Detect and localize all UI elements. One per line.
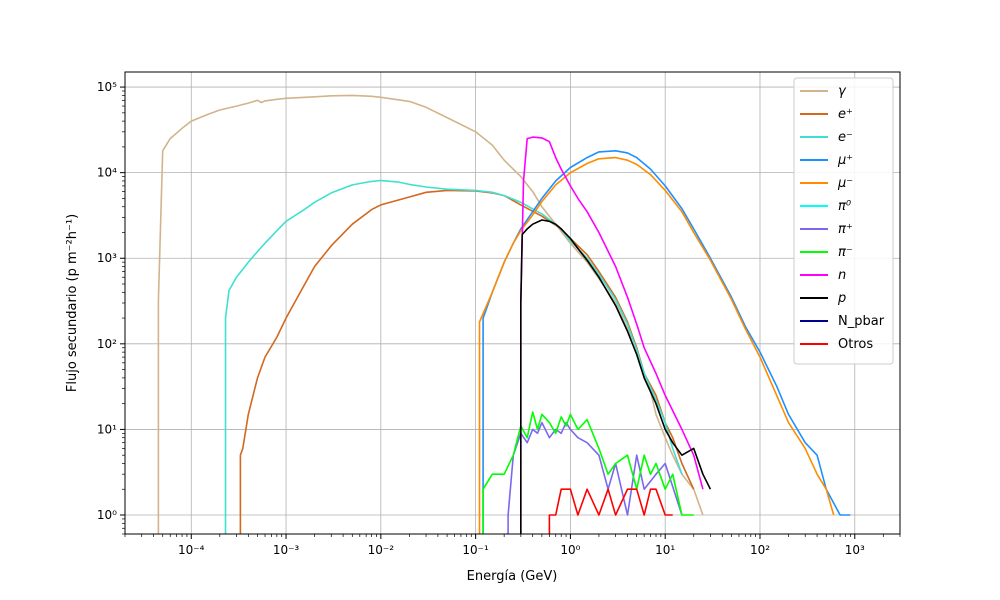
y-tick-label: 10³ <box>97 251 117 265</box>
legend-entry: Otros <box>838 337 873 352</box>
series-line <box>520 136 704 534</box>
y-tick-label: 10⁵ <box>97 80 117 94</box>
series-line <box>482 411 694 534</box>
legend-entry: μ⁺ <box>837 153 853 168</box>
x-tick-label: 10¹ <box>655 543 675 557</box>
legend-entry: N_pbar <box>838 314 885 329</box>
series-line <box>520 219 712 534</box>
legend-entry: p <box>837 291 846 306</box>
y-tick-label: 10¹ <box>97 422 117 436</box>
y-tick-label: 10⁴ <box>97 166 117 180</box>
x-tick-label: 10³ <box>845 543 865 557</box>
y-tick-label: 10² <box>97 337 117 351</box>
y-tick-label: 10⁰ <box>97 508 117 522</box>
series-layer <box>157 94 851 534</box>
legend-entry: π⁺ <box>838 222 853 237</box>
legend-entry: μ⁻ <box>837 176 853 191</box>
legend: γ e⁺ e⁻ μ⁺ μ⁻ π⁰ π⁺ π⁻ np N_pbar Otros <box>793 77 894 365</box>
x-tick-label: 10⁻¹ <box>462 543 489 557</box>
legend-entry: γ <box>838 84 847 99</box>
x-axis-label: Energía (GeV) <box>467 569 558 584</box>
ticks: 10⁻⁴ 10⁻³ 10⁻² 10⁻¹ 10⁰ 10¹ 10² 10³ 10⁰ 10¹ 10² 10³… <box>97 80 901 557</box>
series-line <box>482 150 851 534</box>
legend-entry: e⁺ <box>838 107 853 122</box>
series-line <box>548 488 673 534</box>
series-line <box>224 179 683 534</box>
x-tick-label: 10⁻⁴ <box>178 543 205 557</box>
series-line <box>478 156 835 534</box>
legend-entry: n <box>838 268 846 283</box>
legend-entry: π⁻ <box>838 245 853 260</box>
legend-entry: π⁰ <box>838 199 852 214</box>
legend-box <box>793 77 894 365</box>
x-tick-label: 10² <box>750 543 770 557</box>
series-line <box>507 421 683 534</box>
x-tick-label: 10⁻² <box>368 543 395 557</box>
y-axis-label: Flujo secundario (p m⁻²h⁻¹) <box>65 214 80 392</box>
x-tick-label: 10⁻³ <box>273 543 300 557</box>
x-tick-label: 10⁰ <box>560 543 580 557</box>
legend-entry: e⁻ <box>838 130 853 145</box>
